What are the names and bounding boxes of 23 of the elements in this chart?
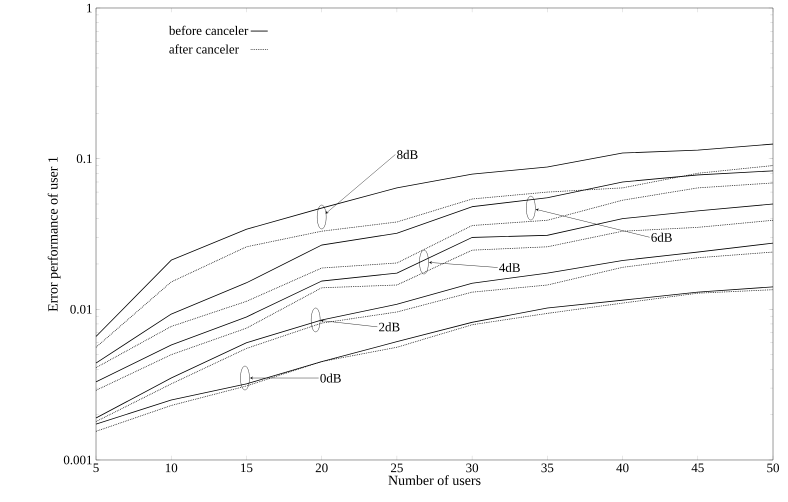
x-tick-label: 45 (692, 464, 704, 472)
annotation: 2dB (379, 322, 400, 332)
y-axis-title: Error performance of user 1 (48, 156, 60, 312)
x-tick-label: 35 (541, 464, 554, 472)
legend-label: before canceler (168, 26, 248, 35)
x-tick-label: 20 (316, 464, 328, 472)
x-tick-label: 50 (767, 464, 779, 472)
y-tick-label: 0.01 (70, 304, 92, 314)
legend-label: after canceler (169, 44, 239, 54)
x-tick-label: 30 (466, 464, 478, 472)
annotation: 8dB (397, 150, 418, 160)
y-tick-label: 0.1 (76, 154, 92, 164)
x-tick-label: 15 (241, 464, 252, 472)
x-tick-label: 40 (616, 464, 629, 472)
x-tick-label: 5 (94, 464, 99, 472)
annotation: 0dB (320, 373, 341, 383)
x-axis-title: Number of users (388, 475, 480, 486)
x-tick-label: 10 (166, 464, 178, 472)
annotation: 6dB (651, 232, 672, 242)
y-tick-label: 1 (87, 4, 92, 12)
y-tick-label: 0.001 (64, 456, 92, 464)
annotation: 4dB (499, 262, 520, 272)
x-tick-label: 25 (390, 464, 403, 472)
